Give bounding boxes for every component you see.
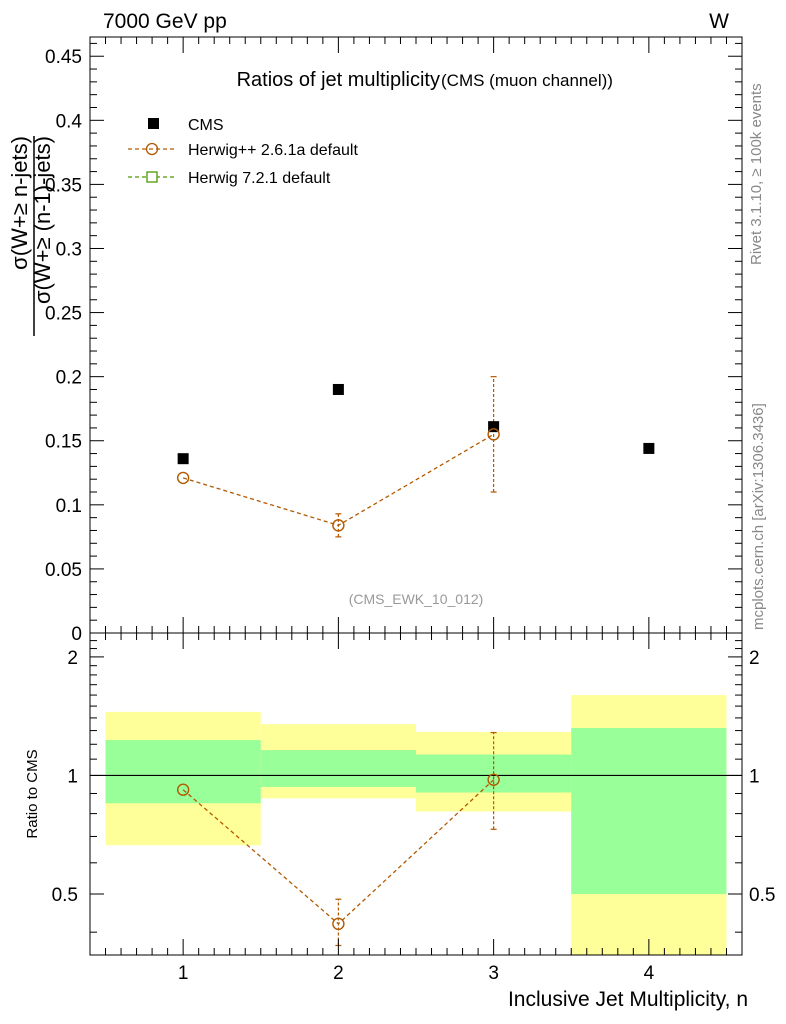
- y-tick-label: 0.05: [45, 560, 82, 581]
- cms-data-point: [332, 383, 344, 395]
- legend-label-cms: CMS: [188, 117, 224, 134]
- herwigpp-data-point: [332, 519, 345, 532]
- ratio-y-tick-label-right: 2: [749, 648, 760, 669]
- legend: CMS Herwig++ 2.6.1a default Herwig 7.2.1…: [128, 117, 358, 187]
- x-axis-label: Inclusive Jet Multiplicity, n: [508, 988, 748, 1011]
- legend-entry-herwigpp: Herwig++ 2.6.1a default: [128, 142, 358, 159]
- herwigpp-line: [182, 433, 494, 527]
- process-label: W: [709, 10, 729, 33]
- x-tick-label: 3: [488, 963, 499, 984]
- cms-data-point: [643, 442, 655, 454]
- cms-data-point: [488, 421, 500, 433]
- main-plot: 0 0.05 0.1 0.15 0.2 0.25 0.3 0.35 0.4 0.45 Ratios…: [7, 36, 743, 645]
- analysis-tag: (CMS_EWK_10_012): [349, 591, 484, 607]
- ratio-data-point: [487, 773, 500, 786]
- ratio-y-tick-label: 0.5: [52, 885, 78, 906]
- chart-title: Ratios of jet multiplicity: [237, 69, 440, 91]
- legend-label-herwig7: Herwig 7.2.1 default: [188, 170, 331, 187]
- ratio-data-point: [332, 917, 345, 931]
- ratio-y-tick-label-right: 1: [749, 766, 760, 787]
- x-tick-label: 4: [644, 963, 655, 984]
- ratio-plot: 0.5 0.5 1 1 2 2 1 2 3 4 Ratio to CMS Inclusive Je…: [24, 632, 775, 1011]
- y-tick-label: 0.4: [56, 111, 83, 132]
- energy-label: 7000 GeV pp: [103, 10, 227, 33]
- stat-uncertainty-band: [105, 740, 261, 804]
- y-tick-label: 0.3: [56, 239, 82, 260]
- legend-marker-herwigpp: [145, 142, 159, 156]
- herwigpp-data-point: [176, 471, 190, 485]
- rivet-version-label: Rivet 3.1.10, ≥ 100k events: [748, 83, 765, 265]
- y-axis-label-denominator: σ(W+≥ (n-1)-jets): [30, 136, 55, 304]
- legend-marker-cms: [148, 118, 159, 129]
- y-tick-label: 0.45: [45, 47, 82, 68]
- y-tick-label: 0.35: [45, 175, 82, 196]
- ratio-y-tick-label: 1: [67, 766, 78, 787]
- legend-marker-herwig7: [146, 171, 158, 183]
- herwigpp-data-point: [487, 428, 500, 441]
- y-tick-label: 0.2: [56, 368, 82, 389]
- legend-entry-cms: CMS: [148, 117, 224, 134]
- ratio-y-tick-label: 2: [67, 648, 78, 669]
- ratio-data-point: [176, 783, 190, 796]
- y-tick-label: 0.25: [45, 304, 82, 325]
- stat-uncertainty-band: [571, 727, 727, 894]
- x-tick-label: 1: [178, 963, 189, 984]
- y-tick-label: 0: [71, 624, 82, 645]
- y-tick-label: 0.1: [56, 496, 82, 517]
- y-tick-label: 0.15: [45, 432, 82, 453]
- y-axis-label-numerator: σ(W+≥ n-jets): [7, 136, 32, 270]
- legend-label-herwigpp: Herwig++ 2.6.1a default: [188, 142, 358, 159]
- mcplots-label: mcplots.cern.ch [arXiv:1306.3436]: [750, 403, 767, 630]
- x-tick-label: 2: [333, 963, 344, 984]
- chart-subtitle: (CMS (muon channel)): [441, 71, 613, 90]
- legend-entry-herwig7: Herwig 7.2.1 default: [128, 170, 331, 187]
- stat-uncertainty-band: [260, 750, 416, 787]
- y-axis-label: σ(W+≥ n-jets) σ(W+≥ (n-1)-jets): [7, 136, 55, 336]
- cms-data-point: [177, 453, 189, 465]
- ratio-y-tick-label-right: 0.5: [749, 885, 775, 906]
- ratio-y-axis-label: Ratio to CMS: [24, 749, 41, 838]
